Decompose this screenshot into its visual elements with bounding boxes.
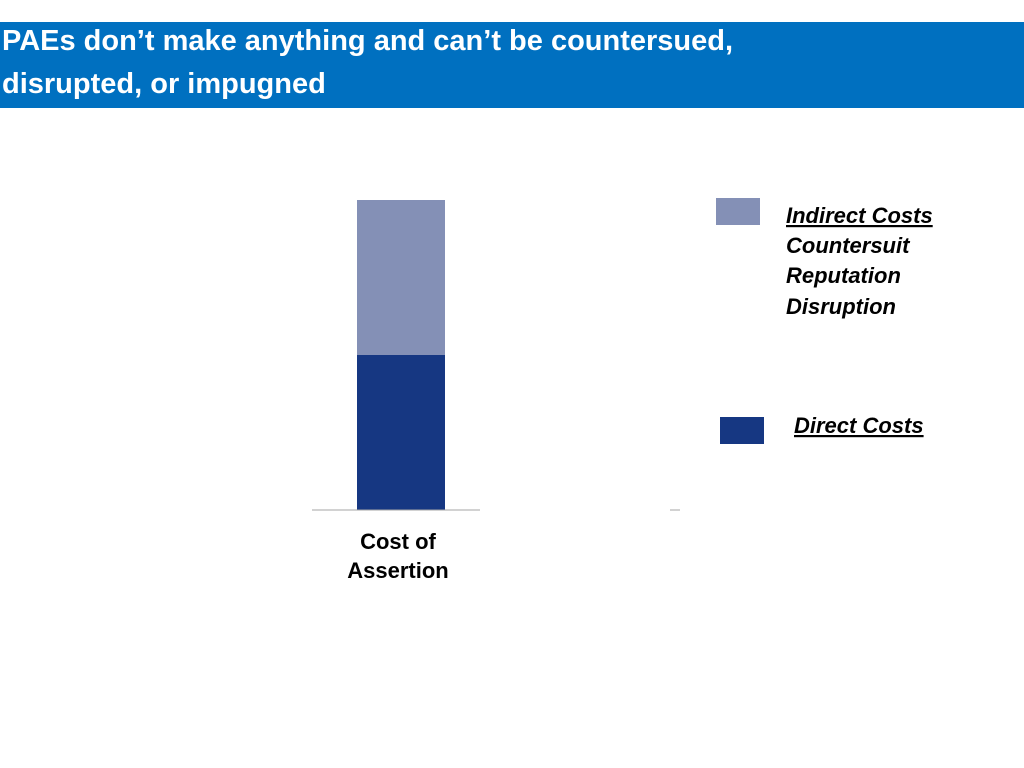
legend-heading-indirect-costs: Indirect Costs — [786, 203, 933, 228]
legend-item-countersuit: Countersuit — [786, 233, 911, 258]
category-label-line-1: Cost of — [360, 529, 436, 554]
legend-item-disruption: Disruption — [786, 294, 896, 319]
bar-segment-indirect-costs — [357, 200, 445, 355]
bar-segment-direct-costs — [357, 355, 445, 510]
legend-heading-direct-costs: Direct Costs — [794, 413, 924, 438]
slide-title: PAEs don’t make anything and can’t be co… — [2, 25, 734, 100]
bars-group — [357, 200, 445, 510]
title-bar — [0, 22, 1024, 108]
legend-item-reputation: Reputation — [786, 263, 901, 288]
legend-swatch-indirect-costs — [716, 198, 760, 225]
legend-swatch-direct-costs — [720, 417, 764, 444]
category-label-line-2: Assertion — [347, 558, 448, 583]
